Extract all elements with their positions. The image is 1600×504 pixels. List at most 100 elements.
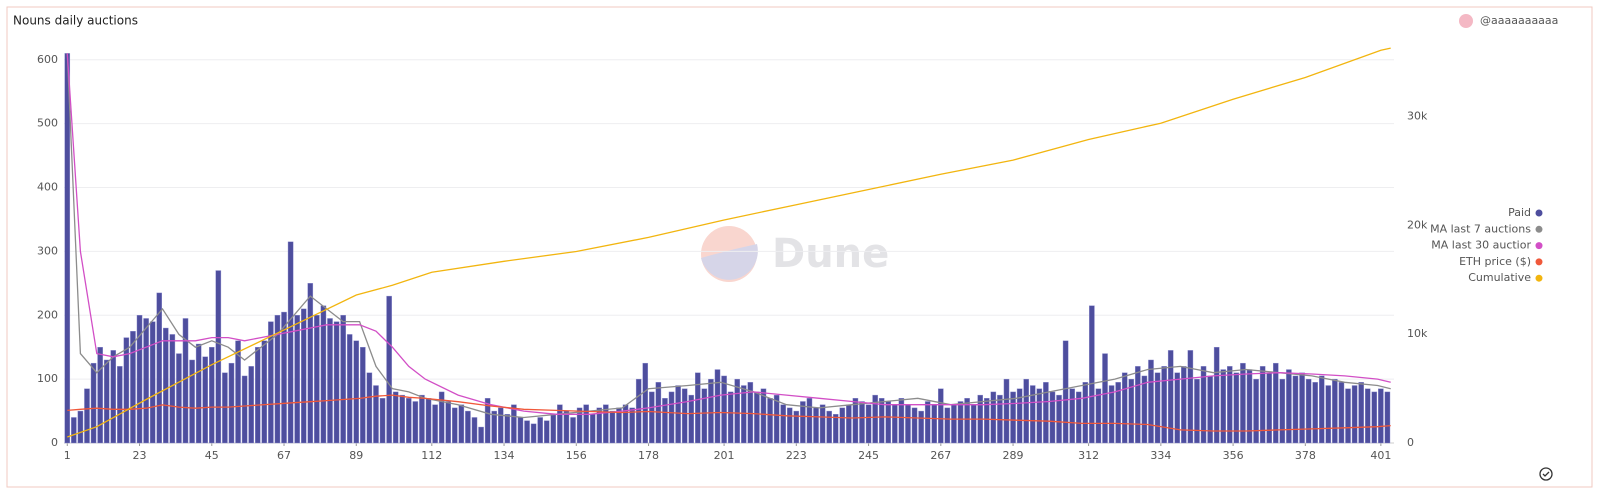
bar xyxy=(484,398,491,444)
legend-label: MA last 30 auctior xyxy=(1431,239,1531,252)
bar xyxy=(1148,359,1154,444)
legend-dot[interactable] xyxy=(1535,242,1543,250)
x-tick-label: 89 xyxy=(349,449,363,462)
bar xyxy=(695,372,701,444)
bar xyxy=(1318,375,1325,444)
bar xyxy=(97,346,103,444)
bar xyxy=(202,356,208,444)
bar xyxy=(616,407,622,444)
bar xyxy=(760,388,767,444)
bar xyxy=(452,407,458,444)
bar xyxy=(1299,372,1305,444)
bar xyxy=(169,334,176,444)
bar xyxy=(412,401,419,444)
bar xyxy=(570,417,576,444)
bar xyxy=(425,398,432,444)
bar xyxy=(865,404,872,444)
bar xyxy=(1174,372,1181,444)
bar xyxy=(1233,372,1240,444)
x-tick-label: 223 xyxy=(786,449,807,462)
x-tick-label: 1 xyxy=(64,449,71,462)
bar xyxy=(163,327,169,444)
bar xyxy=(727,391,734,444)
user-name[interactable]: @aaaaaaaaaa xyxy=(1480,14,1558,27)
bar xyxy=(438,391,445,444)
bar xyxy=(1253,378,1259,444)
y-tick-label: 600 xyxy=(37,53,58,66)
bar xyxy=(898,398,905,444)
x-tick-label: 112 xyxy=(421,449,442,462)
bar xyxy=(130,331,136,444)
legend-dot[interactable] xyxy=(1535,225,1543,233)
y2-tick-label: 20k xyxy=(1407,218,1428,231)
bar xyxy=(754,391,760,444)
bar xyxy=(701,388,708,444)
bar xyxy=(1128,378,1135,444)
x-tick-label: 401 xyxy=(1370,449,1391,462)
bar xyxy=(228,362,235,444)
bar xyxy=(491,410,497,444)
bar xyxy=(563,410,570,444)
bar xyxy=(64,53,71,444)
bar xyxy=(254,346,261,444)
legend-dot[interactable] xyxy=(1535,274,1543,282)
bar xyxy=(557,404,563,444)
bar xyxy=(235,340,241,444)
bar xyxy=(832,414,839,444)
y2-tick-label: 10k xyxy=(1407,327,1428,340)
bar xyxy=(1036,388,1043,444)
bar xyxy=(209,346,215,444)
bar xyxy=(1259,366,1266,444)
bar xyxy=(793,410,800,444)
bar xyxy=(741,385,747,444)
bar xyxy=(1075,391,1082,444)
x-tick-label: 23 xyxy=(133,449,147,462)
bar xyxy=(1095,388,1102,444)
legend-label: Cumulative xyxy=(1468,271,1531,284)
bar xyxy=(465,410,471,444)
bar xyxy=(1089,305,1095,444)
bar xyxy=(1003,378,1010,444)
line xyxy=(67,394,1391,432)
bar xyxy=(911,407,918,444)
watermark-logo xyxy=(701,244,758,280)
bar xyxy=(1227,366,1233,444)
bar xyxy=(189,359,195,444)
bar xyxy=(71,417,77,444)
bar xyxy=(110,350,117,444)
bar xyxy=(931,404,938,444)
bar xyxy=(458,404,465,444)
bar xyxy=(1154,372,1161,444)
bar xyxy=(708,378,714,444)
x-tick-label: 178 xyxy=(638,449,659,462)
bar xyxy=(360,346,366,444)
line xyxy=(67,47,1391,438)
check-icon[interactable] xyxy=(1539,467,1553,481)
bar xyxy=(675,385,681,444)
bar xyxy=(1305,378,1312,444)
bar xyxy=(859,401,865,444)
bar xyxy=(688,394,694,444)
bar xyxy=(274,315,281,444)
avatar xyxy=(1459,14,1473,28)
x-tick-label: 378 xyxy=(1295,449,1316,462)
check-icon xyxy=(1542,471,1550,477)
bar xyxy=(1364,388,1371,444)
bar xyxy=(1213,346,1220,444)
bar xyxy=(353,340,360,444)
legend-dot[interactable] xyxy=(1535,258,1543,266)
bar xyxy=(419,394,425,444)
bar xyxy=(1010,391,1016,444)
bar xyxy=(905,404,911,444)
legend-label: MA last 7 auctions xyxy=(1430,222,1531,235)
bar xyxy=(478,426,484,444)
bar xyxy=(1338,382,1345,444)
bar xyxy=(1121,372,1128,444)
bar xyxy=(1161,366,1167,444)
bar xyxy=(136,315,143,444)
bar xyxy=(156,292,162,444)
bar xyxy=(550,414,557,444)
bar xyxy=(333,321,340,444)
y-tick-label: 400 xyxy=(37,181,58,194)
legend-dot[interactable] xyxy=(1535,209,1543,217)
